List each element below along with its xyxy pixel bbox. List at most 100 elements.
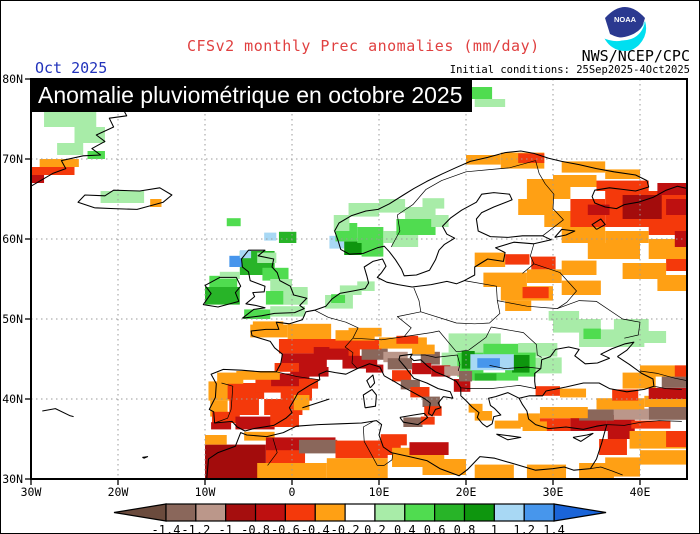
anomaly-cell [474, 373, 497, 381]
anomaly-cell [531, 357, 562, 374]
anomaly-cell [422, 459, 466, 475]
anomaly-cell [666, 431, 687, 447]
coastline [206, 420, 608, 479]
anomaly-cell [209, 275, 238, 287]
coastline [240, 249, 308, 319]
anomaly-cell [410, 387, 430, 398]
colorbar-label: 0.8 [454, 523, 476, 534]
lat-tick-label: 80N [2, 72, 23, 86]
anomaly-cell [205, 287, 240, 305]
anomaly-cell [631, 420, 671, 429]
colorbar-arrow-left [113, 503, 167, 522]
anomaly-cell [640, 365, 687, 377]
anomaly-cell [150, 199, 162, 207]
coastline [208, 150, 687, 432]
country-border [535, 160, 564, 237]
country-border [606, 420, 682, 426]
country-border [489, 365, 541, 369]
anomaly-cell [518, 153, 545, 163]
anomaly-cell [596, 180, 649, 191]
anomaly-cell [205, 444, 266, 479]
country-border [522, 243, 535, 274]
colorbar-label: -0.6 [271, 523, 300, 534]
graticule-layer [31, 79, 687, 479]
anomaly-cell [587, 243, 640, 259]
country-border [276, 371, 320, 381]
anomaly-cell [522, 421, 547, 431]
country-border [352, 287, 422, 341]
colorbar-segment [404, 503, 436, 522]
anomaly-cell [579, 463, 614, 479]
anomaly-cell [339, 285, 362, 295]
anomaly-cell [674, 231, 687, 247]
anomaly-cell [383, 351, 408, 363]
french-caption-banner: Anomalie pluviométrique en octobre 2025 [31, 80, 472, 112]
anomaly-cell [219, 271, 240, 279]
anomaly-cell [313, 347, 349, 360]
anomaly-cell [666, 259, 687, 271]
colorbar-label: 1 [491, 523, 498, 534]
coastline [42, 408, 74, 418]
colorbar-label: 0.2 [364, 523, 386, 534]
map-frame [30, 78, 688, 480]
colorbar-segment [254, 503, 287, 522]
noaa-logo-icon: NOAA [602, 5, 648, 51]
colorbar-segment [165, 503, 197, 522]
anomaly-cell [661, 375, 687, 388]
coastline [591, 218, 606, 230]
anomaly-cell [505, 300, 532, 311]
anomaly-cell [387, 358, 413, 370]
lon-tick-label: 0 [289, 485, 296, 499]
coastline [496, 433, 522, 441]
coastline [554, 228, 576, 238]
anomaly-cell [403, 417, 423, 427]
noaa-logo-sea [602, 21, 647, 51]
colorbar-segment [195, 503, 227, 522]
anomaly-cell [74, 127, 105, 143]
anomaly-cell [666, 199, 687, 215]
lat-tick-label: 30N [2, 472, 23, 486]
anomaly-cell [208, 381, 233, 401]
anomaly-cell [329, 339, 358, 349]
anomaly-cell [31, 167, 75, 175]
anomaly-cell [211, 411, 240, 423]
anomaly-cell [553, 175, 597, 187]
colorbar-segment [225, 503, 257, 522]
anomaly-cell [39, 159, 79, 167]
lon-tick-label: 40E [630, 485, 651, 499]
anomaly-cell [431, 215, 449, 227]
anomaly-cell [226, 218, 241, 227]
colorbar-segment [284, 503, 316, 522]
anomaly-cell [278, 231, 297, 243]
anomaly-cell [229, 399, 259, 415]
anomaly-cell [365, 364, 384, 373]
anomaly-cell [379, 199, 406, 213]
anomaly-cell [298, 439, 338, 454]
anomaly-cell [412, 344, 435, 355]
anomaly-cell [290, 367, 329, 377]
lon-tick-label: 10E [369, 485, 390, 499]
coastline-layer [31, 79, 687, 479]
anomaly-cell [396, 335, 419, 344]
anomaly-cell [539, 407, 588, 419]
anomaly-cell [587, 204, 610, 215]
anomaly-cell [466, 155, 501, 165]
anomaly-cell [548, 311, 580, 321]
anomaly-cell [474, 464, 514, 479]
anomaly-cell [522, 287, 549, 299]
anomaly-cell [348, 327, 382, 337]
noaa-logo-text: NOAA [614, 15, 637, 24]
anomaly-cell [357, 281, 375, 291]
country-border [214, 382, 234, 424]
anomaly-cell [441, 352, 458, 367]
colorbar-label: -0.8 [241, 523, 270, 534]
anomaly-cell [657, 183, 687, 195]
colorbar-label: -0.2 [331, 523, 360, 534]
anomaly-cell [640, 331, 667, 343]
colorbar-label: 0.6 [424, 523, 446, 534]
country-border [491, 326, 542, 358]
anomaly-cell [431, 365, 451, 377]
anomaly-cell [494, 420, 521, 429]
anomaly-cell [244, 309, 271, 319]
